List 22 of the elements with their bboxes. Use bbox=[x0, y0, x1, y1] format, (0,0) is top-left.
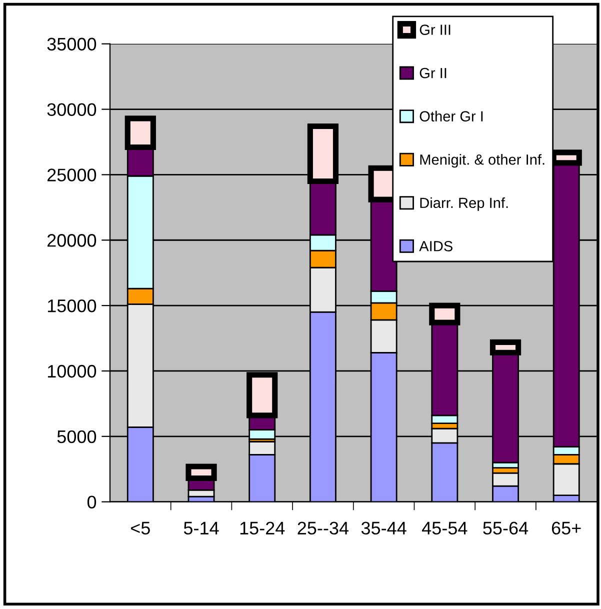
legend-label: Other Gr I bbox=[420, 110, 483, 122]
y-tick-label: 25000 bbox=[47, 168, 96, 182]
y-tick-label: 10000 bbox=[48, 364, 96, 378]
x-tick-label: 55-64 bbox=[483, 522, 528, 535]
y-tick-label: 30000 bbox=[47, 103, 96, 116]
y-tick-label: 5000 bbox=[57, 430, 96, 444]
y-tick-label: 0 bbox=[87, 496, 96, 509]
legend-label: AIDS bbox=[419, 241, 452, 252]
x-tick-label: <5 bbox=[131, 522, 150, 535]
x-tick-label: 45-54 bbox=[422, 522, 468, 535]
x-tick-label: 15-24 bbox=[240, 522, 285, 535]
y-tick-label: 20000 bbox=[47, 234, 96, 247]
y-tick-label: 15000 bbox=[48, 299, 96, 312]
x-tick-label: 35-44 bbox=[361, 522, 406, 535]
legend-label: Menigit. & other Inf. bbox=[420, 154, 544, 168]
x-tick-label: 5-14 bbox=[184, 522, 219, 535]
legend-label: Diarr. Rep Inf. bbox=[420, 197, 508, 211]
legend-label: Gr II bbox=[420, 68, 446, 78]
x-tick-label: 25--34 bbox=[298, 522, 349, 535]
y-tick-label: 35000 bbox=[47, 38, 96, 51]
x-tick-label: 65+ bbox=[552, 522, 581, 535]
legend-label: Gr III bbox=[420, 24, 450, 35]
